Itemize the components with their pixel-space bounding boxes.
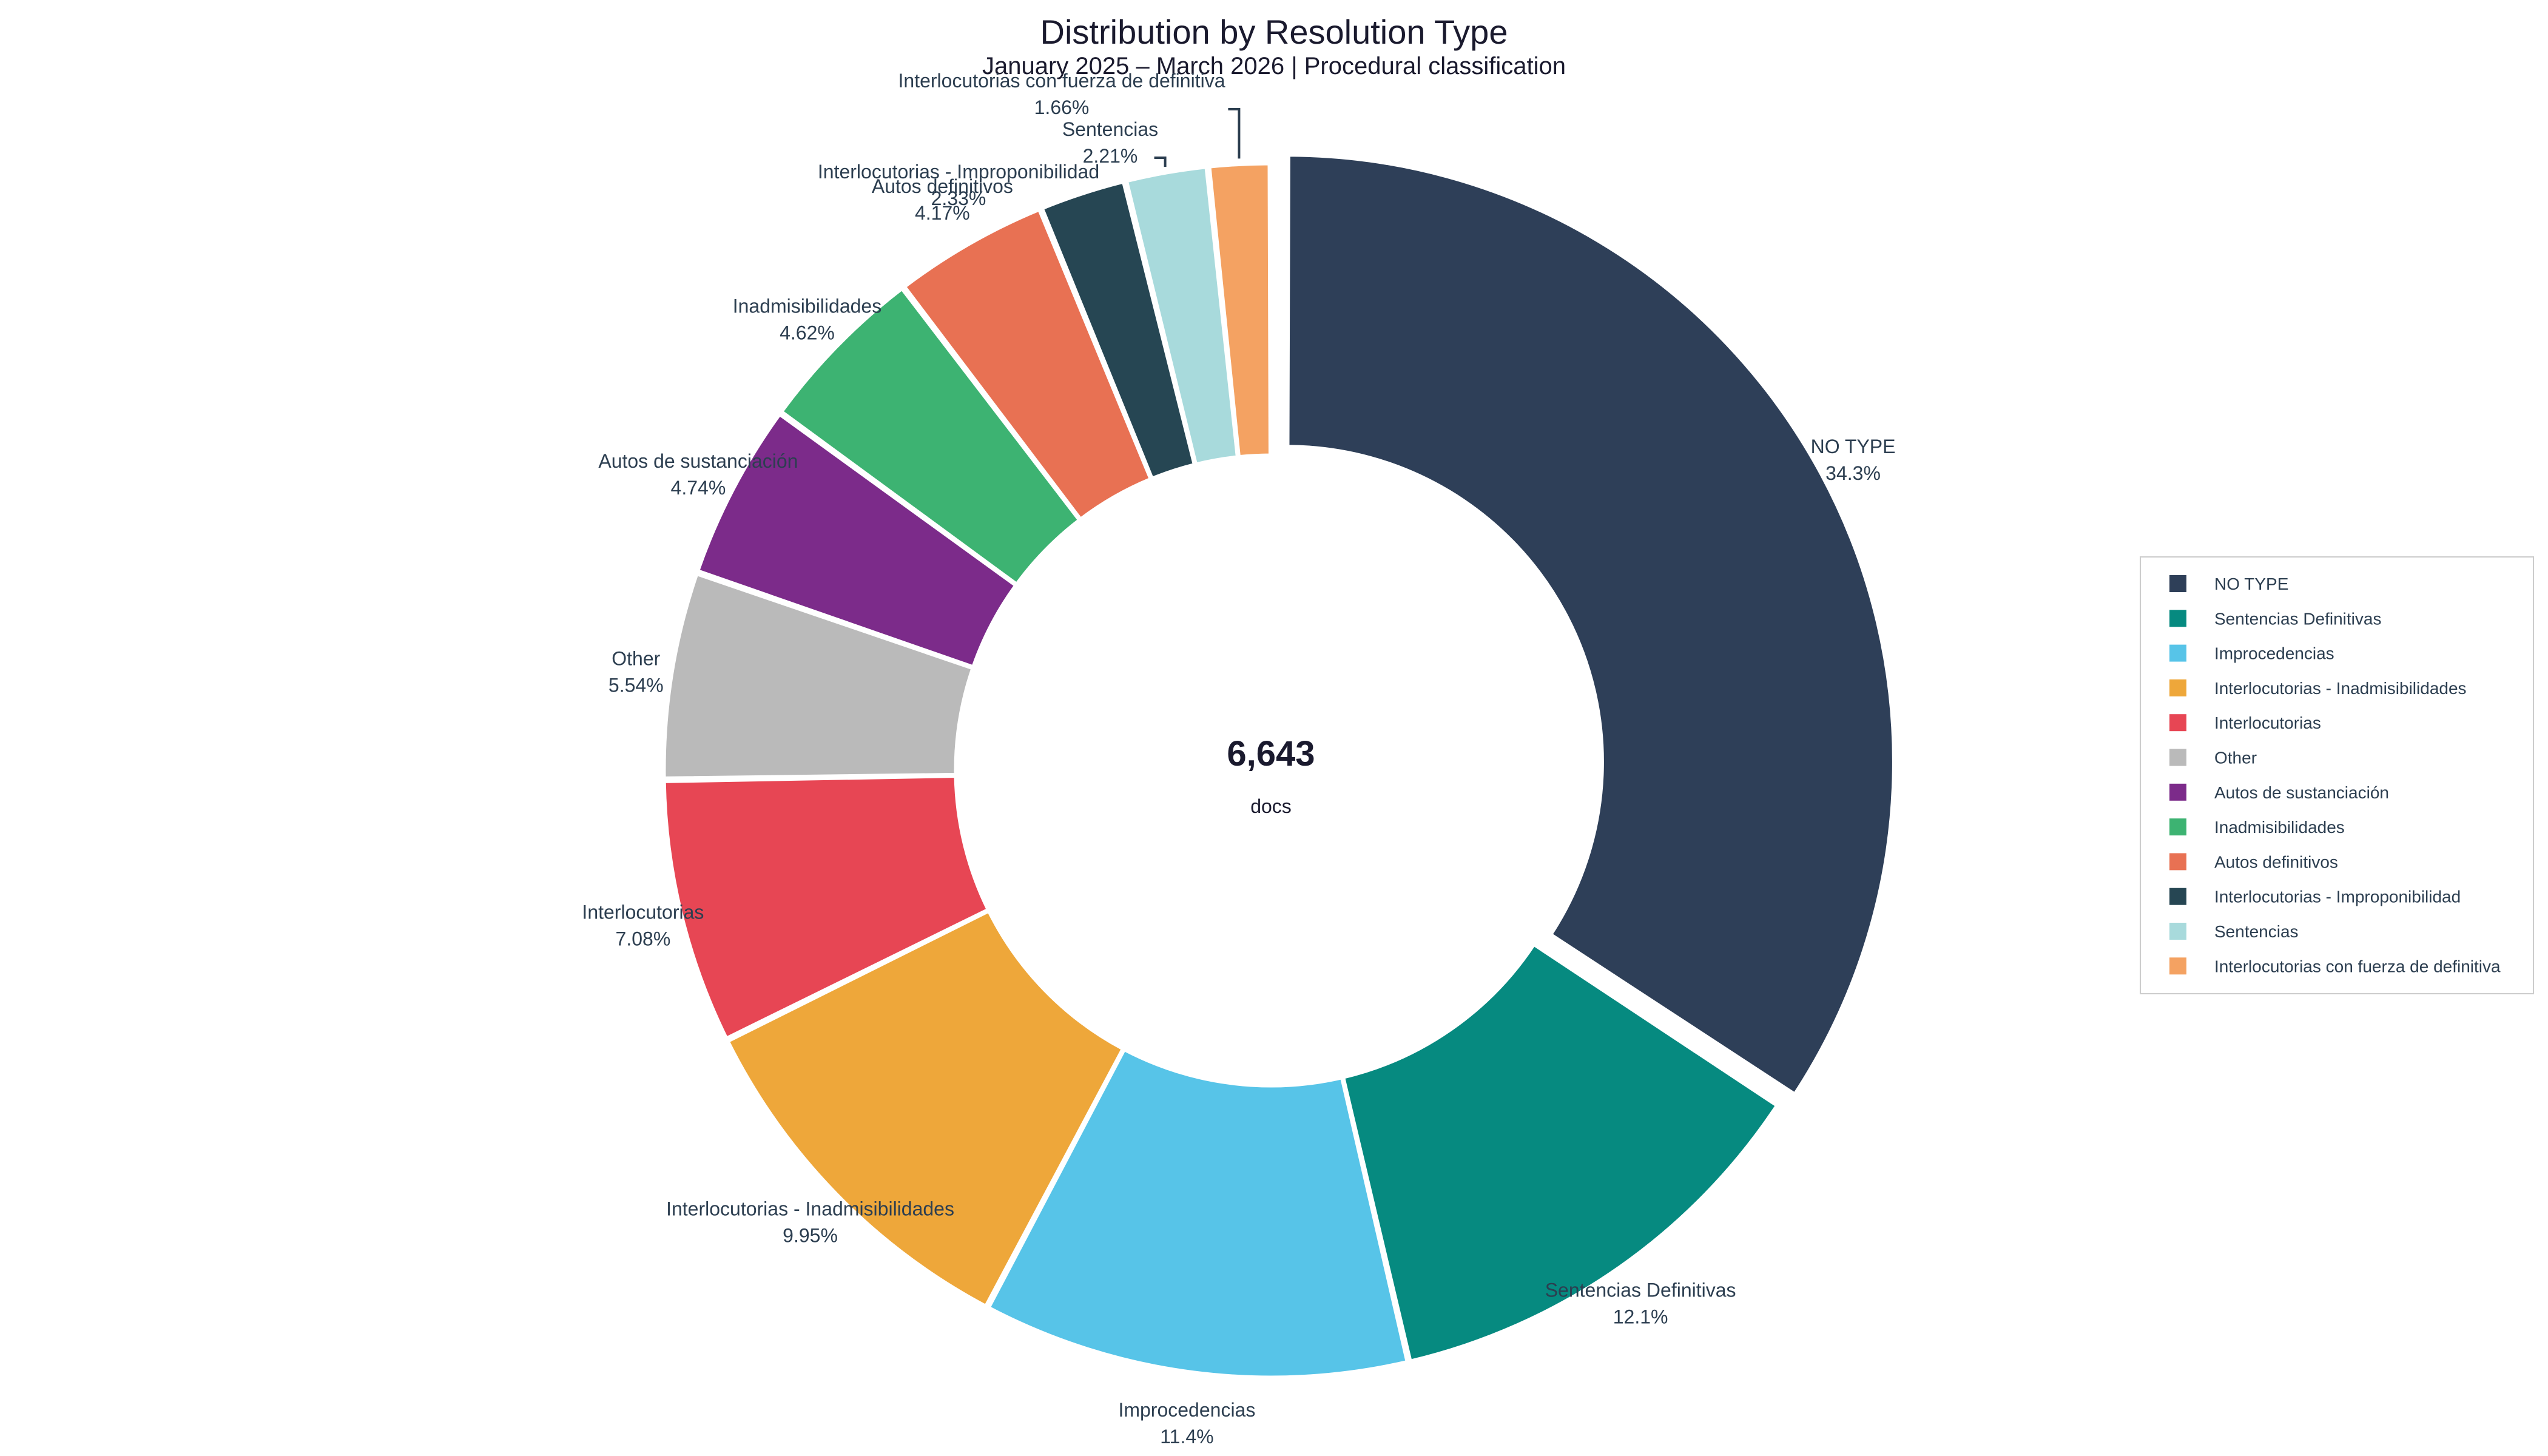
slice-percent-interlocutorias-con-fuerza-de-definitiva: 1.66%: [1034, 96, 1090, 118]
slice-labels-group: NO TYPE 34.3% Sentencias Definitivas 12.1% I…: [582, 70, 1895, 1448]
slice-percent-interlocutorias: 7.08%: [616, 928, 671, 950]
legend-swatch-improcedencias: [2169, 644, 2186, 662]
slice-improcedencias: [986, 1048, 1409, 1379]
legend-swatch-interlocutorias-inadmisibilidades: [2169, 679, 2186, 696]
slice-percent-sentencias-definitivas: 12.1%: [1613, 1306, 1668, 1328]
legend-label-sentencias: Sentencias: [2214, 922, 2299, 941]
legend-swatch-other: [2169, 749, 2186, 766]
slice-inadmisibilidades: [780, 286, 1082, 586]
legend-label-autos-definitivos: Autos definitivos: [2214, 852, 2338, 871]
slice-other: [662, 572, 975, 780]
legend-swatch-no-type: [2169, 575, 2186, 592]
slice-label-interlocutorias-inadmisibilidades: Interlocutorias - Inadmisibilidades: [666, 1198, 954, 1219]
legend-swatch-interlocutorias-improponibilidad: [2169, 888, 2186, 905]
slice-percent-inadmisibilidades: 4.62%: [780, 322, 835, 343]
slice-label-sentencias-definitivas: Sentencias Definitivas: [1545, 1279, 1736, 1301]
legend-swatch-autos-de-sustanciacion: [2169, 783, 2186, 801]
slice-label-autos-de-sustanciacion: Autos de sustanciación: [598, 450, 798, 472]
slice-label-inadmisibilidades: Inadmisibilidades: [733, 295, 881, 317]
slice-percent-autos-de-sustanciacion: 4.74%: [671, 477, 726, 499]
chart-title: Distribution by Resolution Type: [1040, 13, 1508, 51]
slice-label-improcedencias: Improcedencias: [1118, 1399, 1255, 1421]
slice-autos-definitivos: [902, 207, 1153, 521]
legend-label-other: Other: [2214, 749, 2257, 767]
legend-swatch-interlocutorias: [2169, 714, 2186, 732]
leader-line-interlocutorias-con-fuerza-de-definitiva: [1228, 108, 1241, 159]
slice-interlocutorias-inadmisibilidades: [726, 909, 1125, 1308]
slice-label-interlocutorias-improponibilidad: Interlocutorias - Improponibilidad: [818, 161, 1099, 183]
slice-percent-other: 5.54%: [608, 675, 664, 696]
legend-swatch-inadmisibilidades: [2169, 818, 2186, 836]
slice-percent-no-type: 34.3%: [1825, 462, 1881, 484]
legend-swatch-autos-definitivos: [2169, 853, 2186, 871]
slice-label-interlocutorias-con-fuerza-de-definitiva: Interlocutorias con fuerza de definitiva: [898, 70, 1225, 92]
center-total-value: 6,643: [1227, 734, 1315, 774]
legend-frame: [2140, 556, 2534, 994]
slice-interlocutorias-con-fuerza-de-definitiva: [1208, 162, 1272, 459]
legend-label-interlocutorias-con-fuerza-de-definitiva: Interlocutorias con fuerza de definitiva: [2214, 957, 2501, 976]
center-total-label: docs: [1250, 795, 1292, 817]
slice-label-interlocutorias: Interlocutorias: [582, 902, 704, 923]
legend-label-improcedencias: Improcedencias: [2214, 644, 2334, 663]
legend-swatch-sentencias-definitivas: [2169, 610, 2186, 627]
slice-percent-autos-definitivos: 4.17%: [915, 202, 970, 224]
legend-label-no-type: NO TYPE: [2214, 575, 2288, 593]
slice-label-other: Other: [612, 648, 660, 670]
legend-label-autos-de-sustanciacion: Autos de sustanciación: [2214, 783, 2389, 802]
slice-no-type: [1286, 153, 1895, 1096]
slice-label-no-type: NO TYPE: [1811, 436, 1896, 457]
legend-label-inadmisibilidades: Inadmisibilidades: [2214, 818, 2345, 837]
slice-label-sentencias: Sentencias: [1062, 118, 1158, 140]
legend-swatch-interlocutorias-con-fuerza-de-definitiva: [2169, 957, 2186, 975]
chart-subtitle: January 2025 – March 2026 | Procedural c…: [982, 53, 1566, 79]
slices-group: [662, 153, 1895, 1379]
legend: NO TYPE Sentencias Definitivas Improcedenc…: [2140, 556, 2534, 994]
slice-interlocutorias: [662, 775, 990, 1040]
slice-autos-de-sustanciacion: [696, 412, 1018, 669]
slice-label-autos-definitivos: Autos definitivos: [872, 175, 1013, 197]
leader-line-sentencias: [1154, 157, 1167, 167]
legend-label-sentencias-definitivas: Sentencias Definitivas: [2214, 609, 2381, 628]
slice-interlocutorias-improponibilidad: [1040, 180, 1196, 480]
legend-swatch-sentencias: [2169, 923, 2186, 940]
slice-sentencias-definitivas: [1341, 942, 1779, 1363]
slice-percent-interlocutorias-inadmisibilidades: 9.95%: [783, 1224, 838, 1246]
slice-percent-interlocutorias-improponibilidad: 2.33%: [931, 187, 986, 209]
legend-label-interlocutorias: Interlocutorias: [2214, 713, 2321, 732]
legend-label-interlocutorias-improponibilidad: Interlocutorias - Improponibilidad: [2214, 888, 2461, 906]
slice-sentencias: [1125, 165, 1239, 466]
slice-percent-sentencias: 2.21%: [1083, 145, 1138, 167]
slice-percent-improcedencias: 11.4%: [1160, 1426, 1213, 1448]
legend-label-interlocutorias-inadmisibilidades: Interlocutorias - Inadmisibilidades: [2214, 679, 2467, 698]
